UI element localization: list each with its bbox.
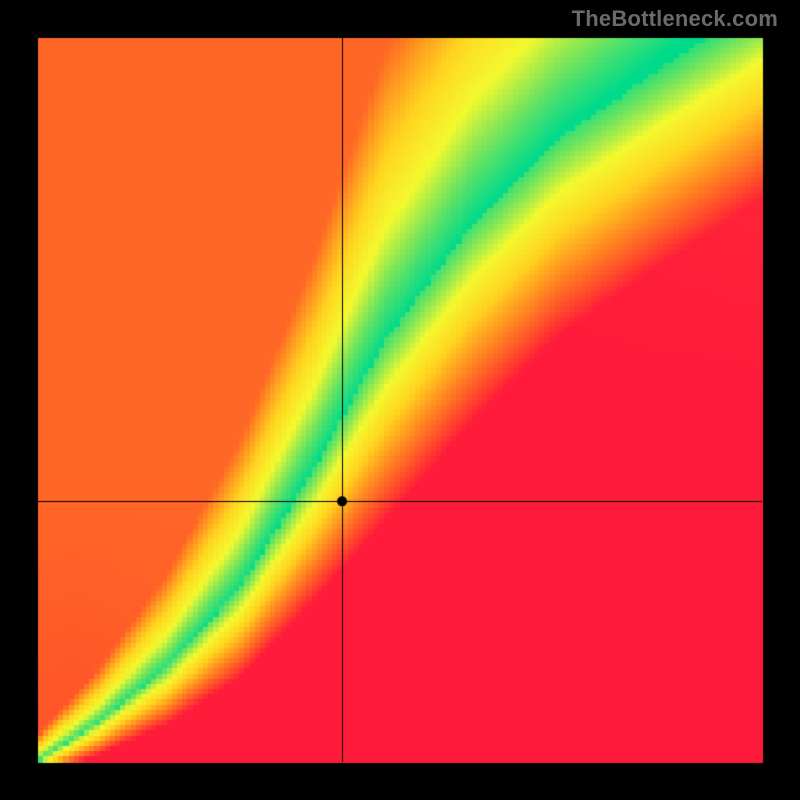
watermark-text: TheBottleneck.com bbox=[572, 6, 778, 32]
bottleneck-heatmap bbox=[0, 0, 800, 800]
chart-container: { "watermark": "TheBottleneck.com", "cha… bbox=[0, 0, 800, 800]
